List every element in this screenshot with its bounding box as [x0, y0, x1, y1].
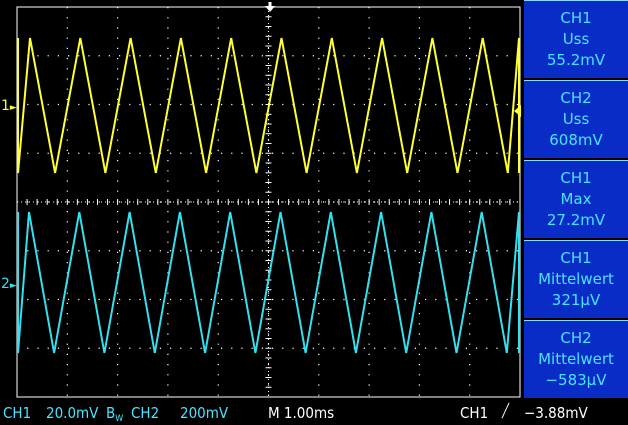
ch2-waveform [17, 211, 520, 354]
measurement-value: 27.2mV [546, 211, 606, 229]
measurement-ch1-uss[interactable]: CH1 Uss 55.2mV [524, 0, 628, 78]
status-ch2-label: CH2 [131, 404, 160, 422]
measurement-type: Uss [562, 30, 590, 48]
measurement-ch2-mean[interactable]: CH2 Mittelwert −583µV [524, 320, 628, 398]
measurement-channel: CH2 [560, 89, 592, 107]
measurement-channel: CH2 [560, 329, 592, 347]
measurement-type: Uss [562, 110, 590, 128]
ch1-waveform [17, 37, 520, 174]
measurement-value: −583µV [545, 371, 607, 389]
ch1-marker-arrow: ► [9, 103, 17, 113]
graticule [16, 6, 521, 398]
status-trigger-level: −3.88mV [524, 404, 588, 422]
trigger-position-stem [268, 2, 272, 7]
trigger-slope-icon: ╱ [502, 404, 510, 419]
status-timebase: M 1.00ms [268, 404, 335, 422]
status-ch2-scale: 200mV [180, 404, 229, 422]
measurement-panel: CH1 Uss 55.2mV CH2 Uss 608mV CH1 Max 27.… [524, 0, 628, 402]
trigger-position-marker [265, 6, 275, 12]
measurement-channel: CH1 [560, 249, 592, 267]
measurement-channel: CH1 [560, 169, 592, 187]
ch2-ground-marker: 2► [1, 276, 17, 292]
measurement-ch2-uss[interactable]: CH2 Uss 608mV [524, 80, 628, 158]
ch1-ground-marker: 1► [1, 98, 17, 114]
measurement-ch1-max[interactable]: CH1 Max 27.2mV [524, 160, 628, 238]
status-ch1-scale: 20.0mV [46, 404, 99, 422]
status-trigger-source: CH1 [460, 404, 489, 422]
measurement-type: Mittelwert [538, 350, 614, 368]
status-bar: CH1 20.0mV BW CH2 200mV M 1.00ms CH1 ╱ −… [0, 402, 628, 425]
measurement-value: 321µV [551, 291, 601, 309]
measurement-channel: CH1 [560, 9, 592, 27]
status-ch1-label: CH1 [3, 404, 32, 422]
measurement-type: Max [560, 190, 592, 208]
measurement-type: Mittelwert [538, 270, 614, 288]
measurement-value: 608mV [549, 131, 603, 149]
ch2-marker-arrow: ► [9, 281, 17, 291]
measurement-value: 55.2mV [546, 51, 606, 69]
measurement-ch1-mean[interactable]: CH1 Mittelwert 321µV [524, 240, 628, 318]
trigger-level-marker [514, 105, 521, 117]
bandwidth-limit-icon: BW [106, 404, 124, 424]
